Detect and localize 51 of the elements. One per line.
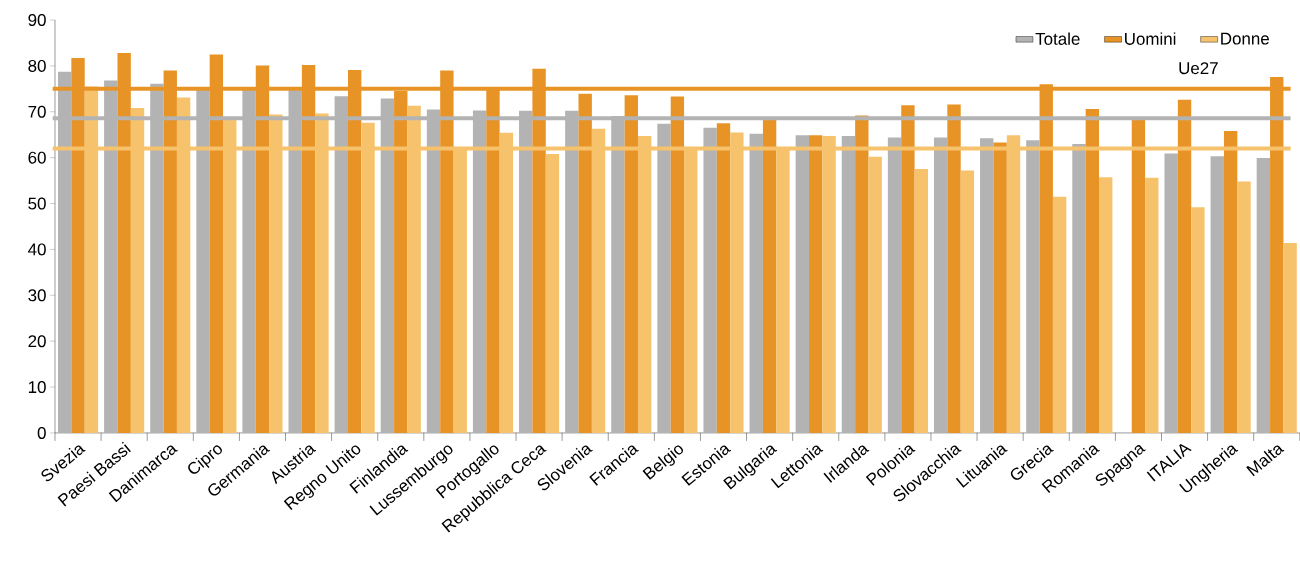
y-tick-label: 10 xyxy=(28,381,46,394)
bar xyxy=(670,96,685,433)
y-tick-label: 0 xyxy=(37,426,46,439)
bar xyxy=(1145,177,1159,433)
bar xyxy=(1210,156,1224,433)
bar xyxy=(762,118,777,433)
bar xyxy=(1026,140,1040,433)
bar xyxy=(914,169,928,433)
bar xyxy=(1085,109,1100,433)
y-tick-label: 40 xyxy=(28,243,46,256)
bar xyxy=(980,138,994,433)
y-tick-label: 60 xyxy=(28,151,46,164)
bar xyxy=(1177,99,1192,433)
y-tick-label: 30 xyxy=(28,289,46,302)
bar xyxy=(933,137,948,433)
bar xyxy=(624,95,638,433)
bar xyxy=(545,154,560,433)
y-tick-label: 70 xyxy=(28,105,46,118)
bar xyxy=(1237,181,1251,433)
bar xyxy=(657,123,671,433)
bar xyxy=(795,135,810,433)
bar xyxy=(901,105,915,433)
bar xyxy=(749,133,763,433)
bar xyxy=(1223,131,1238,433)
bar xyxy=(1164,153,1178,433)
bar xyxy=(993,142,1007,433)
y-tick-label: 90 xyxy=(28,14,46,27)
bar xyxy=(947,104,961,433)
bar xyxy=(1131,120,1146,433)
bar xyxy=(1256,158,1271,433)
ref-line-label: Ue27 xyxy=(1179,62,1218,75)
bar xyxy=(960,170,975,433)
bar xyxy=(1072,143,1086,433)
y-tick-label: 20 xyxy=(28,335,46,348)
y-tick-label: 50 xyxy=(28,197,46,210)
bar xyxy=(855,115,869,433)
bar xyxy=(1191,207,1205,433)
bar xyxy=(578,93,592,433)
bar xyxy=(1052,196,1067,433)
bar xyxy=(868,156,882,433)
legend-label: Uomini xyxy=(1125,32,1176,45)
bar xyxy=(809,135,823,433)
bar xyxy=(887,137,902,433)
bar xyxy=(1099,177,1113,433)
y-tick-label: 80 xyxy=(28,59,46,72)
bar xyxy=(1283,243,1297,433)
bar xyxy=(841,136,856,433)
bar xyxy=(716,123,731,433)
legend-label: Totale xyxy=(1035,32,1080,45)
bar xyxy=(703,127,717,433)
legend-label: Donne xyxy=(1221,32,1269,45)
